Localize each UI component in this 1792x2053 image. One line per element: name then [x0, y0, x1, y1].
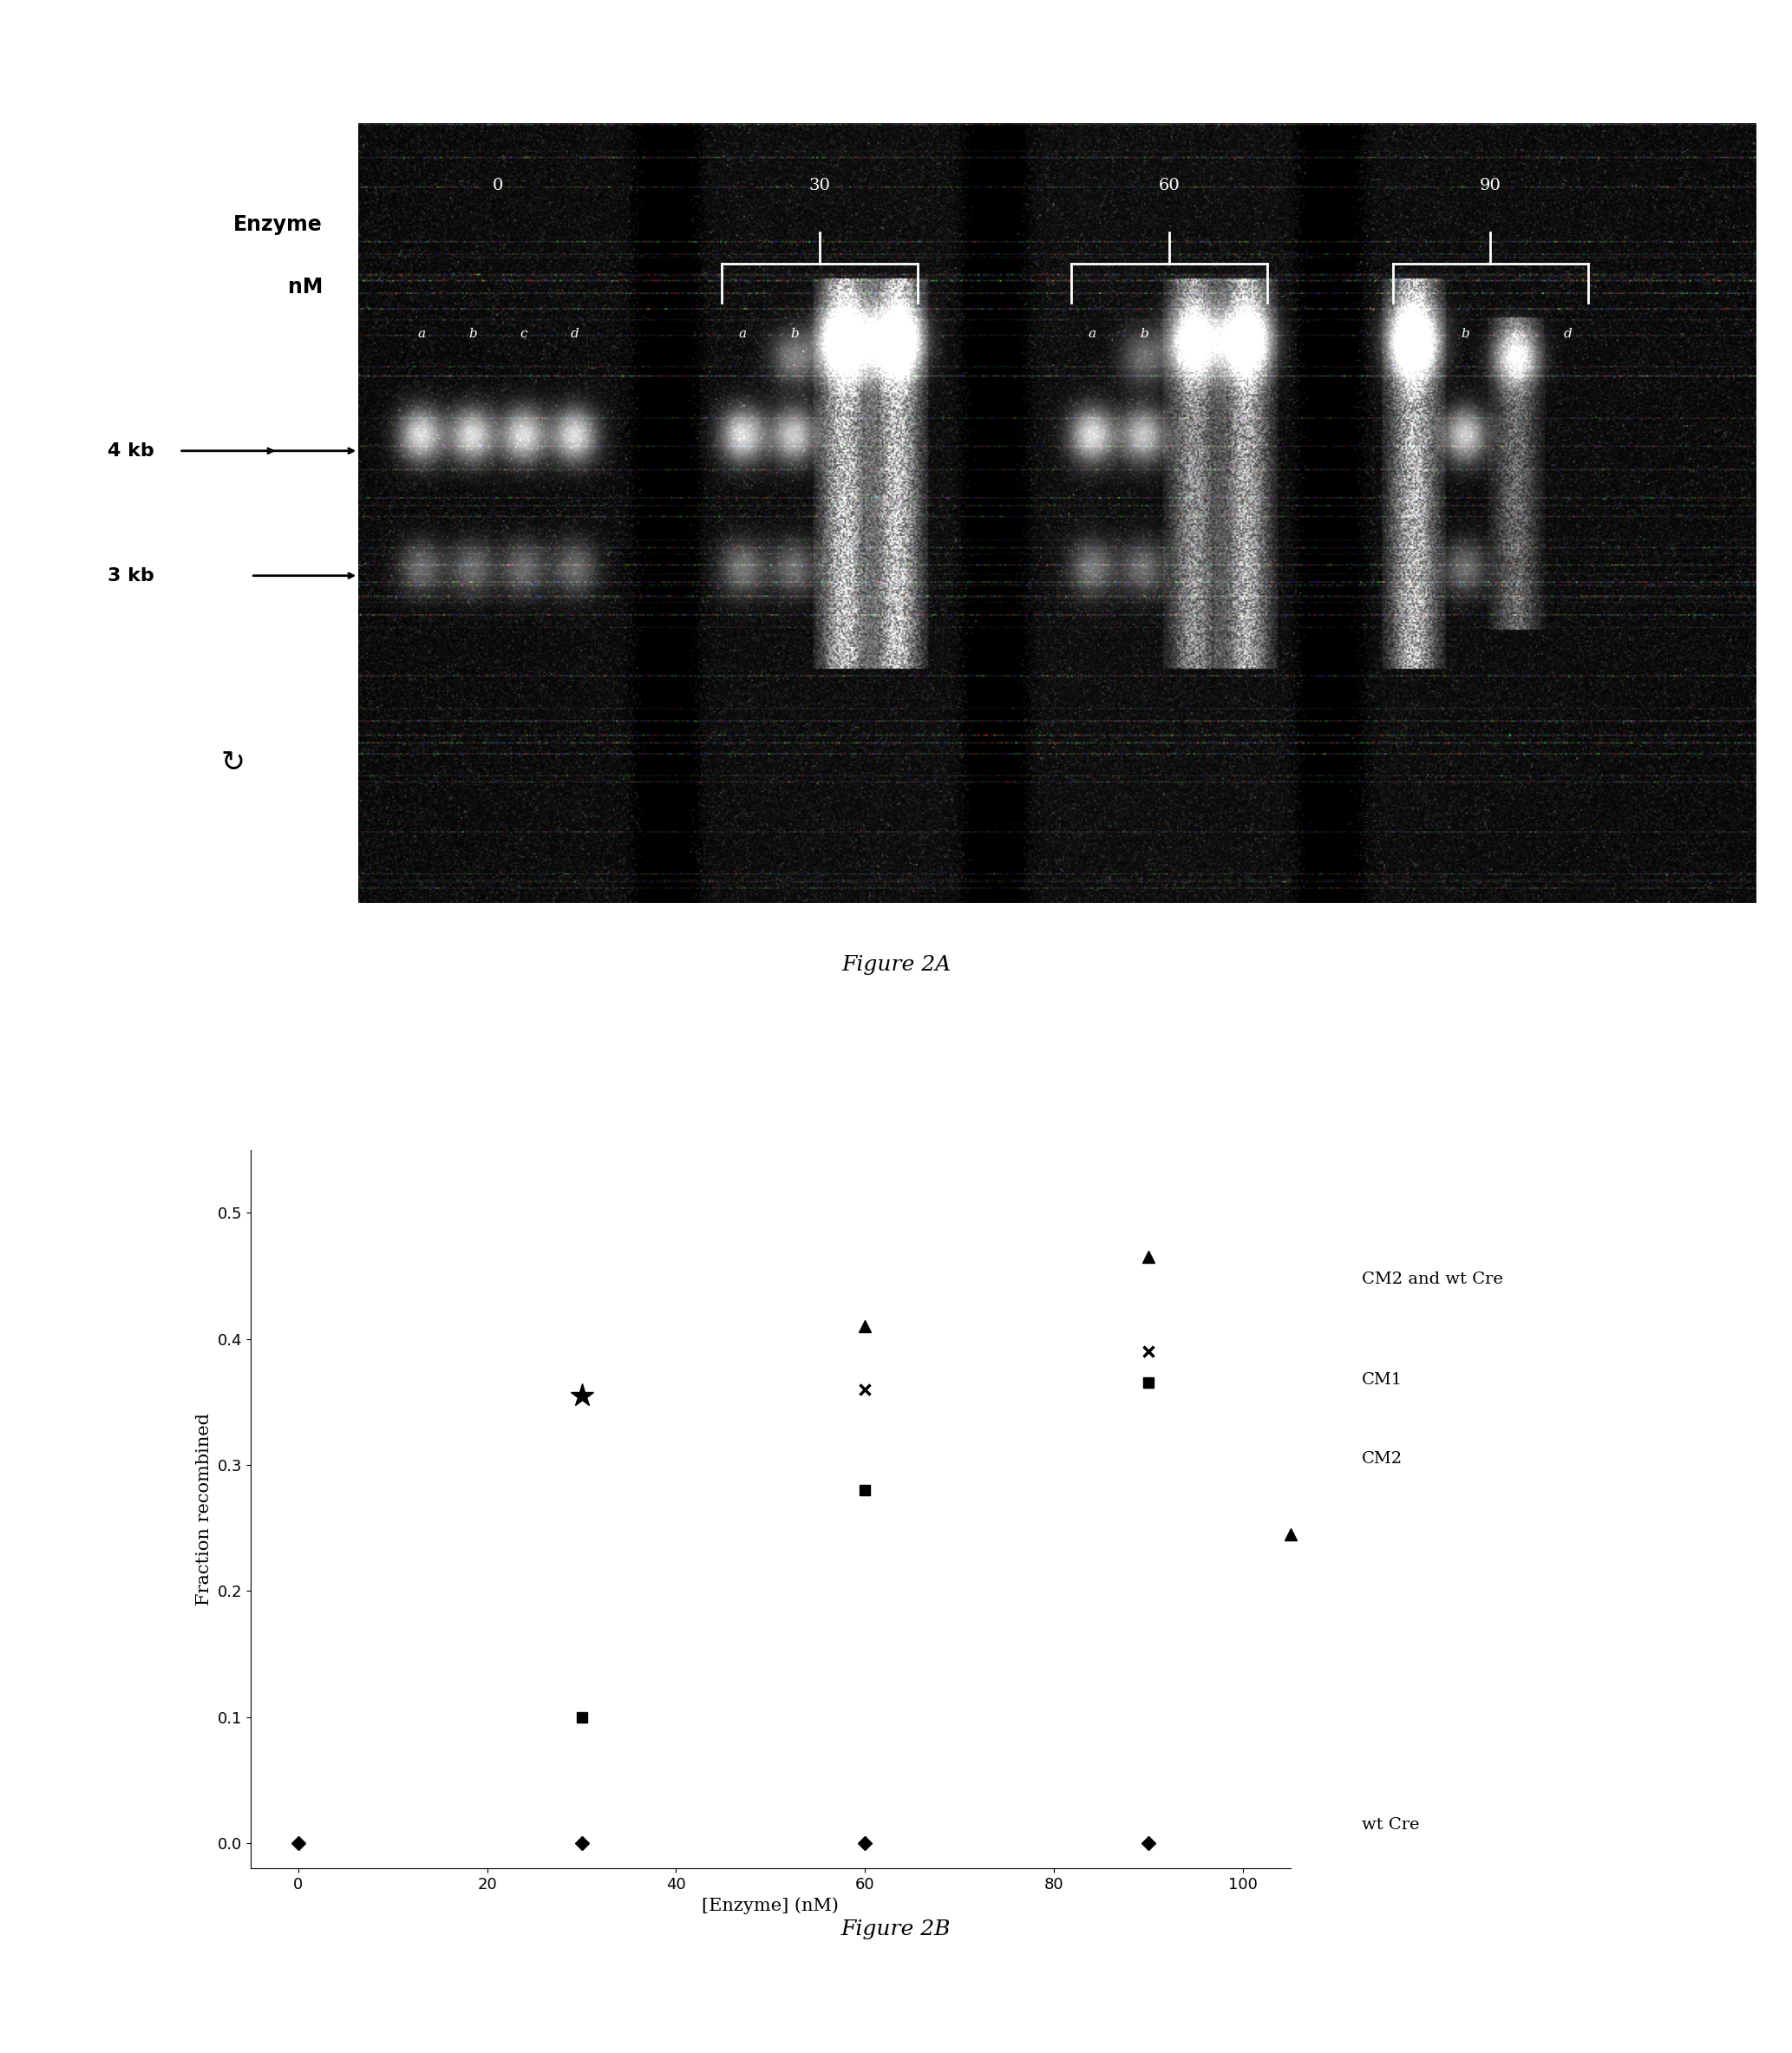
- Text: CM1: CM1: [1362, 1371, 1403, 1388]
- Text: a: a: [1088, 328, 1097, 341]
- Text: 3 kb: 3 kb: [108, 567, 154, 585]
- Text: CM2 and wt Cre: CM2 and wt Cre: [1362, 1271, 1503, 1287]
- Text: b: b: [1140, 328, 1149, 341]
- Text: nM: nM: [289, 277, 323, 298]
- Text: a: a: [418, 328, 425, 341]
- Text: Figure 2B: Figure 2B: [840, 1920, 952, 1940]
- Text: Figure 2A: Figure 2A: [840, 955, 952, 975]
- Text: b: b: [470, 328, 477, 341]
- Text: d: d: [1242, 328, 1251, 341]
- Text: 4 kb: 4 kb: [108, 441, 154, 460]
- Text: c: c: [1512, 328, 1520, 341]
- Text: 90: 90: [1480, 179, 1502, 193]
- Text: wt Cre: wt Cre: [1362, 1817, 1419, 1833]
- Text: c: c: [840, 328, 848, 341]
- Text: b: b: [1460, 328, 1469, 341]
- Text: c: c: [1190, 328, 1197, 341]
- Text: b: b: [790, 328, 799, 341]
- Text: d: d: [572, 328, 579, 341]
- Y-axis label: Fraction recombined: Fraction recombined: [197, 1412, 213, 1605]
- X-axis label: [Enzyme] (nM): [Enzyme] (nM): [702, 1897, 839, 1913]
- Text: 60: 60: [1158, 179, 1179, 193]
- Text: d: d: [892, 328, 901, 341]
- Text: c: c: [520, 328, 527, 341]
- Text: 30: 30: [808, 179, 830, 193]
- Text: ↻: ↻: [220, 749, 246, 778]
- Text: Enzyme: Enzyme: [233, 214, 323, 234]
- Text: d: d: [1563, 328, 1572, 341]
- Text: a: a: [738, 328, 747, 341]
- Text: a: a: [1410, 328, 1417, 341]
- Text: 0: 0: [493, 179, 504, 193]
- Text: CM2: CM2: [1362, 1451, 1403, 1466]
